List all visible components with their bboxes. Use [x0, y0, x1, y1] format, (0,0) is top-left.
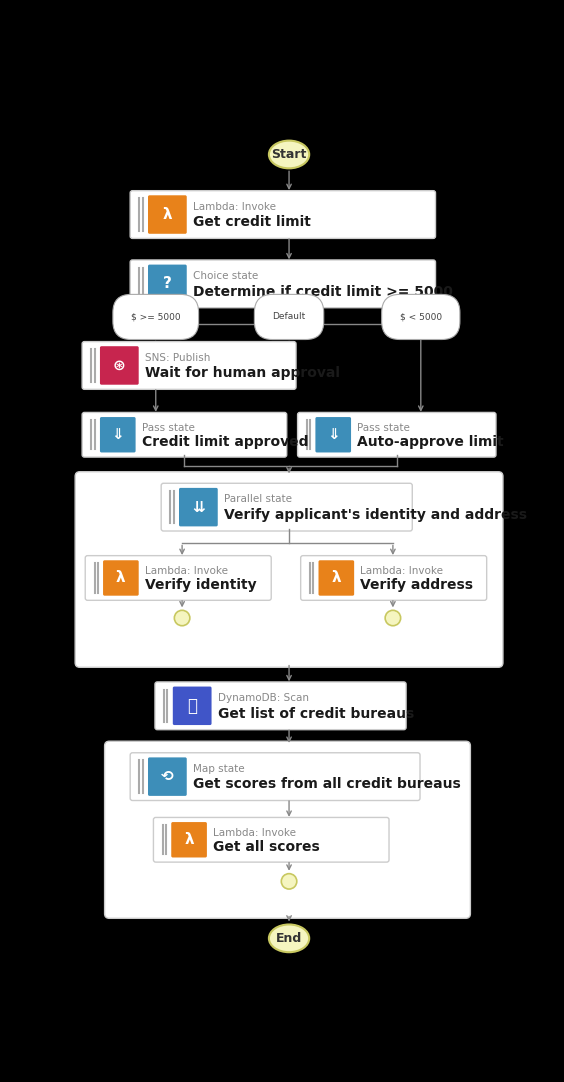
Text: $ >= 5000: $ >= 5000 — [131, 313, 180, 321]
Ellipse shape — [269, 924, 309, 952]
Text: Verify applicant's identity and address: Verify applicant's identity and address — [224, 507, 527, 522]
Text: Map state: Map state — [193, 764, 245, 774]
Text: Choice state: Choice state — [193, 272, 258, 281]
FancyBboxPatch shape — [319, 560, 354, 596]
FancyBboxPatch shape — [148, 757, 187, 796]
Text: λ: λ — [332, 570, 341, 585]
FancyBboxPatch shape — [130, 190, 435, 238]
FancyBboxPatch shape — [130, 753, 420, 801]
Text: Wait for human approval: Wait for human approval — [145, 366, 340, 380]
Text: ⊛: ⊛ — [113, 358, 126, 373]
Text: λ: λ — [162, 207, 172, 222]
Text: Default: Default — [272, 313, 306, 321]
Text: Determine if credit limit >= 5000: Determine if credit limit >= 5000 — [193, 285, 453, 299]
Text: Credit limit approved: Credit limit approved — [142, 435, 309, 449]
Text: Lambda: Invoke: Lambda: Invoke — [193, 201, 276, 212]
FancyBboxPatch shape — [130, 260, 435, 307]
Circle shape — [281, 873, 297, 889]
Text: Get scores from all credit bureaus: Get scores from all credit bureaus — [193, 777, 461, 791]
FancyBboxPatch shape — [173, 687, 212, 725]
Text: Parallel state: Parallel state — [224, 494, 292, 504]
Text: λ: λ — [116, 570, 126, 585]
Text: Auto-approve limit: Auto-approve limit — [357, 435, 504, 449]
Text: ⟲: ⟲ — [161, 769, 174, 784]
Text: Pass state: Pass state — [142, 423, 195, 433]
Text: DynamoDB: Scan: DynamoDB: Scan — [218, 694, 309, 703]
FancyBboxPatch shape — [315, 417, 351, 452]
FancyBboxPatch shape — [85, 556, 271, 601]
FancyBboxPatch shape — [161, 484, 412, 531]
Ellipse shape — [269, 141, 309, 169]
Text: Get all scores: Get all scores — [213, 840, 320, 854]
FancyBboxPatch shape — [104, 741, 470, 919]
Text: Get credit limit: Get credit limit — [193, 215, 311, 229]
Circle shape — [385, 610, 400, 625]
FancyBboxPatch shape — [75, 472, 503, 668]
Text: Pass state: Pass state — [357, 423, 410, 433]
Circle shape — [174, 610, 190, 625]
Text: 🗄: 🗄 — [187, 697, 197, 715]
FancyBboxPatch shape — [148, 195, 187, 234]
Text: SNS: Publish: SNS: Publish — [145, 353, 210, 362]
Text: ⇊: ⇊ — [192, 500, 205, 515]
Text: ⇓: ⇓ — [327, 427, 340, 443]
FancyBboxPatch shape — [100, 417, 135, 452]
Text: ?: ? — [163, 276, 172, 291]
Text: Lambda: Invoke: Lambda: Invoke — [360, 566, 443, 576]
Text: Lambda: Invoke: Lambda: Invoke — [145, 566, 228, 576]
FancyBboxPatch shape — [179, 488, 218, 526]
Text: Verify identity: Verify identity — [145, 578, 257, 592]
Text: $ < 5000: $ < 5000 — [400, 313, 442, 321]
Text: Start: Start — [271, 148, 307, 161]
Text: ⇓: ⇓ — [112, 427, 124, 443]
FancyBboxPatch shape — [100, 346, 139, 385]
FancyBboxPatch shape — [301, 556, 487, 601]
FancyBboxPatch shape — [298, 412, 496, 457]
Text: Lambda: Invoke: Lambda: Invoke — [213, 828, 296, 837]
Text: Get list of credit bureaus: Get list of credit bureaus — [218, 707, 414, 721]
Text: λ: λ — [184, 832, 194, 847]
FancyBboxPatch shape — [171, 822, 207, 858]
FancyBboxPatch shape — [148, 265, 187, 303]
Text: End: End — [276, 932, 302, 945]
FancyBboxPatch shape — [153, 817, 389, 862]
Text: Verify address: Verify address — [360, 578, 473, 592]
FancyBboxPatch shape — [82, 342, 296, 390]
FancyBboxPatch shape — [82, 412, 287, 457]
FancyBboxPatch shape — [155, 682, 406, 729]
FancyBboxPatch shape — [103, 560, 139, 596]
